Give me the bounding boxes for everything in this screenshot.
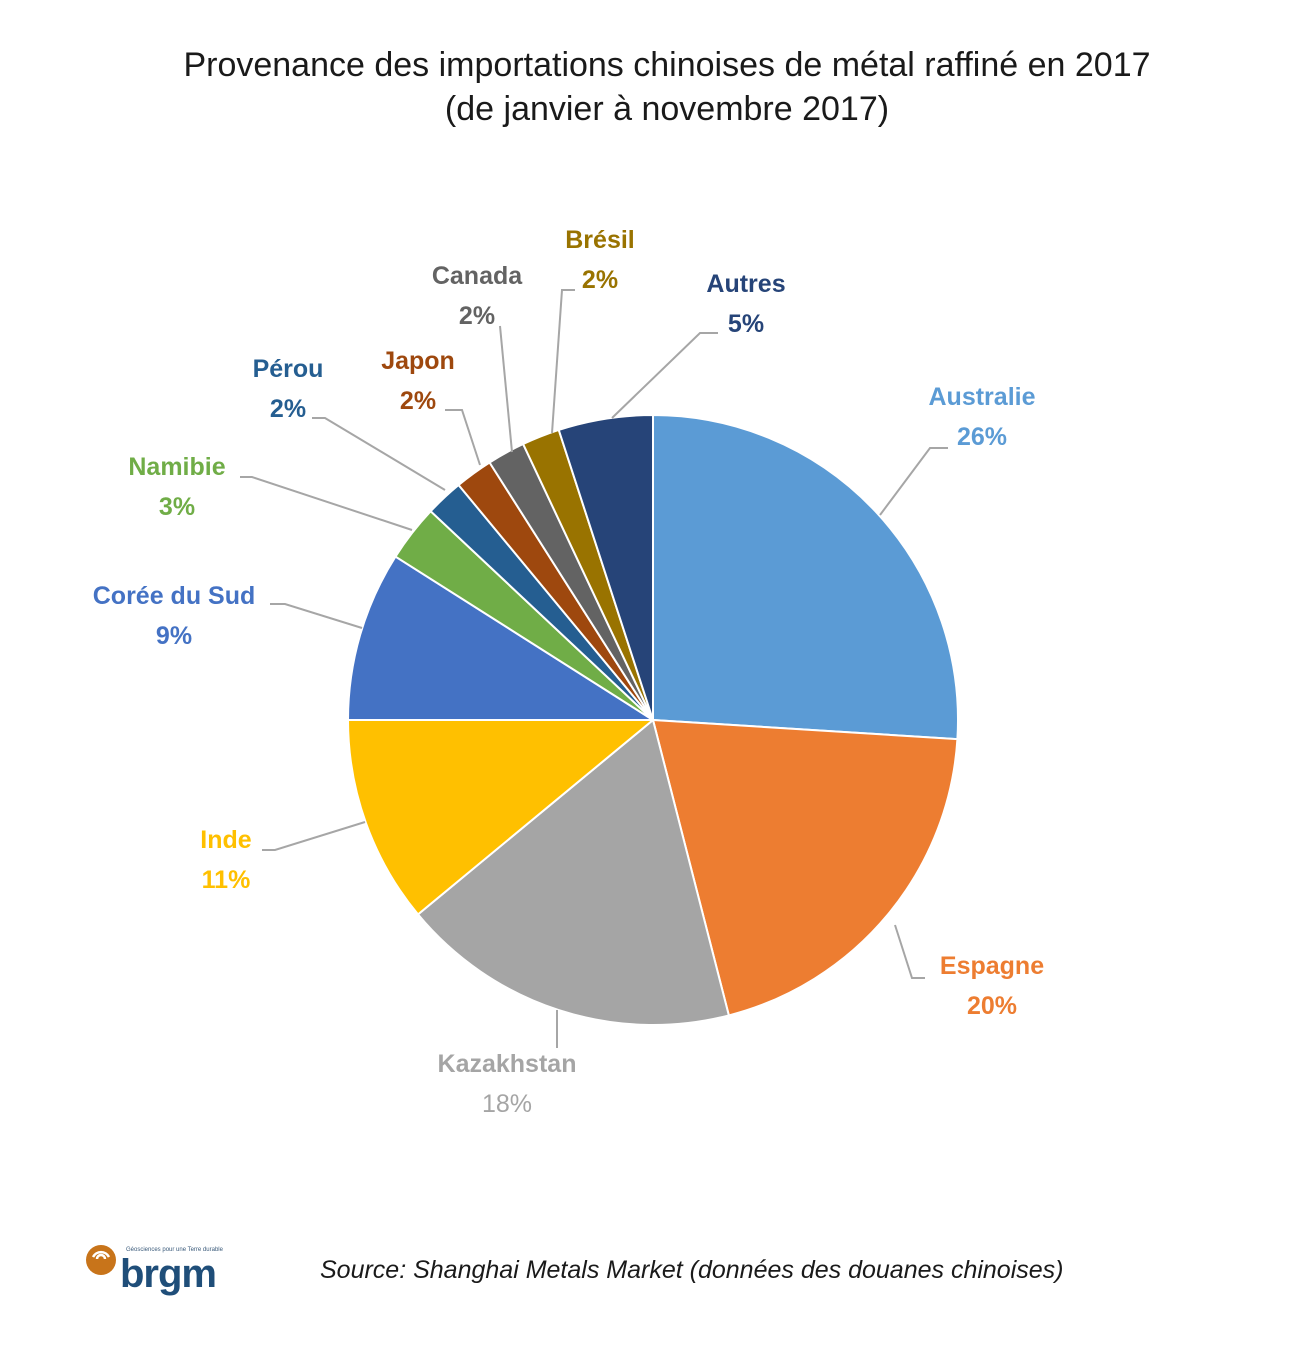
source-note: Source: Shanghai Metals Market (données … [320,1256,1064,1284]
slice-label: Canada 2% [432,256,522,336]
leader-line [611,332,718,419]
logo-wordmark: brgm [120,1252,217,1296]
pie-slice-inde [346,719,656,916]
slice-label: Kazakhstan 18% [438,1044,577,1124]
slice-label: Japon 2% [381,341,455,421]
leader-line [551,289,575,434]
slice-label-value: 11% [201,866,251,894]
slice-label-value: 2% [581,266,619,294]
brgm-logo: Géosciences pour une Terre durable brgm [84,1240,244,1304]
slice-label: Espagne 20% [940,946,1044,1026]
slice-label-name: Pérou [252,355,324,383]
slice-label: Namibie 3% [128,447,225,527]
slice-label-value: 3% [158,493,196,521]
pie-slice-cor-e-du-sud [346,555,657,721]
slice-label-value: 2% [399,387,437,415]
slice-label-value: 2% [269,395,307,423]
slice-label: Corée du Sud 9% [93,576,256,656]
slice-label-name: Inde [200,826,252,854]
pie-slice-kazakhstan [416,718,731,1026]
slice-label-name: Corée du Sud [92,582,256,610]
slice-label-value: 2% [458,302,496,330]
leader-line [894,924,925,979]
pie-slice-autres [557,413,654,721]
leader-line [262,821,366,851]
slice-label: Australie 26% [929,377,1036,457]
leader-line [240,476,413,531]
slice-label-value: 9% [155,622,193,650]
slice-label: Inde 11% [200,820,251,900]
chart-subtitle: (de janvier à novembre 2017) [444,90,890,128]
slice-label-name: Espagne [939,952,1045,980]
leader-line [312,417,446,491]
slice-label-name: Autres [706,270,786,298]
slice-label-value: 5% [727,310,765,338]
logo-tagline: Géosciences pour une Terre durable [126,1247,223,1253]
leader-line [499,325,513,453]
slice-label-name: Brésil [565,226,635,254]
slice-label-name: Namibie [128,453,226,481]
leader-line [270,603,363,629]
pie-slice-espagne [651,718,959,1017]
slice-label: Brésil 2% [565,220,634,300]
slice-label-value: 20% [966,992,1018,1020]
slice-label-value: 18% [481,1090,533,1118]
logo-emblem-icon [86,1245,116,1275]
chart-title: Provenance des importations chinoises de… [183,46,1151,84]
leader-line [879,447,948,516]
leader-line [445,409,481,466]
slice-label: Pérou 2% [253,349,324,429]
slice-label-name: Kazakhstan [437,1050,577,1078]
slice-label-name: Canada [431,262,523,290]
slice-label-name: Australie [928,383,1036,411]
pie-slice-australie [652,413,959,741]
slice-label-value: 26% [956,423,1008,451]
slice-label: Autres 5% [706,264,785,344]
slice-label-name: Japon [381,347,455,375]
